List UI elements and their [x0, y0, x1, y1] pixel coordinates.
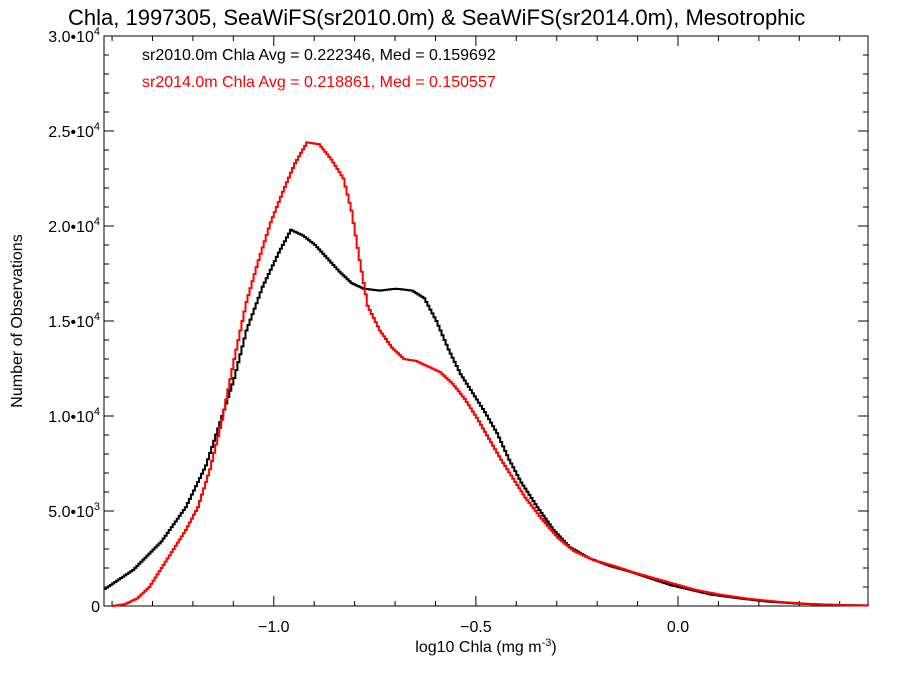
y-tick-label: 5.0•103 — [48, 501, 100, 521]
y-tick-label: 0 — [91, 599, 100, 616]
y-tick-label: 1.0•104 — [48, 406, 100, 426]
x-axis-label: log10 Chla (mg m-3) — [415, 637, 556, 656]
annotation-0: sr2010.0m Chla Avg = 0.222346, Med = 0.1… — [142, 47, 496, 64]
y-axis: 0 5.0•103 1.0•104 1.5•104 2.0•104 2.5•104 3.0•… — [48, 26, 868, 616]
x-tick-label: 0.0 — [667, 619, 689, 636]
y-tick-label: 3.0•104 — [48, 26, 100, 46]
y-tick-label: 2.5•104 — [48, 121, 100, 141]
chart-title: Chla, 1997305, SeaWiFS(sr2010.0m) & SeaW… — [68, 5, 805, 30]
y-tick-label: 2.0•104 — [48, 216, 100, 236]
series-line-1 — [112, 141, 869, 607]
y-axis-label: Number of Observations — [9, 234, 26, 407]
x-axis: −1.0 −0.5 0.0 — [111, 36, 841, 636]
annotations: sr2010.0m Chla Avg = 0.222346, Med = 0.1… — [142, 47, 496, 91]
plot-area — [103, 35, 869, 607]
series-line-0 — [104, 228, 869, 607]
series-group — [104, 141, 869, 607]
x-tick-label: −1.0 — [258, 619, 290, 636]
annotation-1: sr2014.0m Chla Avg = 0.218861, Med = 0.1… — [142, 74, 496, 91]
plot-frame — [103, 35, 869, 607]
x-tick-label: −0.5 — [460, 619, 492, 636]
y-tick-label: 1.5•104 — [48, 311, 100, 331]
